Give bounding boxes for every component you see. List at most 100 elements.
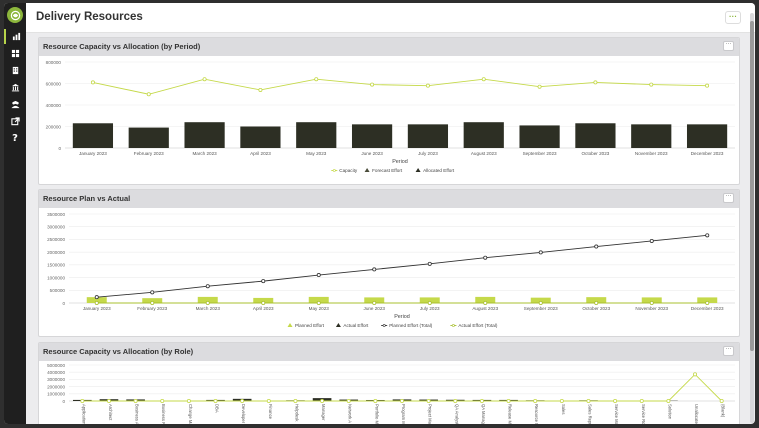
x-tick-label: (Blank): [721, 404, 726, 418]
legend-label: Planned Effort (Total): [389, 323, 433, 328]
bar: [463, 122, 504, 148]
legend-swatch: [335, 323, 341, 327]
data-point: [481, 77, 486, 82]
x-tick-label: Portfolio M: [374, 404, 379, 424]
chart-plan-vs-actual: 0 500000 1000000 1500000 2000000 2500000 30000…: [47, 212, 735, 328]
help-icon: ?: [12, 133, 18, 144]
y-tick-label: 4000000: [47, 370, 65, 375]
data-point: [483, 255, 488, 260]
x-tick-label: Helpdesk: [294, 404, 299, 422]
x-tick-label: Network A: [348, 404, 353, 423]
x-tick-label: Solution: [667, 404, 672, 420]
bar: [419, 297, 440, 303]
x-tick-label: Sales Repr: [587, 404, 592, 424]
data-point: [266, 399, 271, 404]
x-tick-label: July 2023: [420, 306, 440, 311]
bar: [240, 126, 281, 148]
data-point: [202, 77, 207, 82]
panel-more-button[interactable]: ···: [723, 346, 734, 356]
bar: [142, 298, 163, 303]
legend-swatch-point: [382, 324, 386, 327]
y-tick-label: 3000000: [47, 377, 65, 382]
data-point: [453, 399, 458, 404]
x-tick-label: Release M: [508, 404, 513, 424]
bar: [530, 297, 551, 303]
scrollbar-thumb[interactable]: [750, 21, 754, 351]
header-more-button[interactable]: ···: [725, 11, 741, 24]
bar: [475, 296, 496, 303]
sidebar-item-help[interactable]: ?: [4, 131, 26, 146]
sidebar-item-external[interactable]: [4, 114, 26, 129]
data-point: [106, 399, 111, 404]
chart-capacity-by-role: 0 1000000 2000000 3000000 4000000 5000000 Appl…: [47, 363, 735, 424]
bar: [407, 124, 449, 148]
page-title: Delivery Resources: [36, 11, 143, 23]
x-tick-label: Unallocated: [694, 404, 699, 424]
data-point: [533, 399, 538, 404]
data-point: [346, 399, 351, 404]
y-tick-label: 500000: [50, 288, 66, 293]
x-axis-title: Period: [394, 314, 410, 320]
x-tick-label: February 2023: [137, 306, 167, 311]
legend-label: Planned Effort: [295, 323, 325, 328]
x-tick-label: November 2023: [635, 151, 668, 156]
sidebar-item-boards[interactable]: [4, 46, 26, 61]
data-point: [593, 80, 598, 85]
bar: [351, 124, 393, 148]
sidebar: ?: [4, 3, 26, 424]
bar: [184, 122, 225, 148]
x-tick-label: Project Ma: [428, 404, 433, 424]
x-tick-label: March 2023: [196, 306, 221, 311]
external-link-icon: [10, 117, 20, 126]
legend-label: Allocated Effort: [423, 168, 455, 173]
y-tick-label: 2000000: [47, 384, 65, 389]
data-point: [370, 82, 375, 87]
x-tick-label: October 2023: [581, 151, 609, 156]
sidebar-item-finance[interactable]: [4, 80, 26, 95]
bar: [631, 124, 672, 148]
series-line: [92, 78, 708, 95]
data-point: [705, 233, 710, 238]
data-point: [80, 399, 85, 404]
data-point: [316, 301, 321, 306]
y-tick-label: 1000000: [47, 275, 65, 280]
app-logo[interactable]: [7, 7, 23, 23]
x-tick-label: June 2023: [364, 306, 386, 311]
data-point: [133, 399, 138, 404]
x-tick-label: Service Ma: [614, 404, 619, 424]
page-scrollbar[interactable]: [750, 13, 754, 423]
legend-label: Actual Effort: [343, 323, 369, 328]
legend-label: Capacity: [339, 168, 358, 173]
bar: [519, 125, 560, 148]
sidebar-item-resources[interactable]: [4, 97, 26, 112]
y-tick-label: 0: [58, 146, 61, 151]
data-point: [205, 284, 210, 289]
legend-swatch-point: [451, 324, 455, 327]
people-icon: [10, 100, 20, 109]
y-tick-label: 1500000: [47, 263, 65, 268]
panel-more-button[interactable]: ···: [723, 41, 734, 51]
x-tick-label: Change Ma: [188, 404, 193, 424]
y-tick-label: 5000000: [47, 363, 65, 368]
x-tick-label: Manager: [321, 404, 326, 421]
sidebar-item-organisation[interactable]: [4, 63, 26, 78]
x-tick-label: Service Ro: [641, 404, 646, 424]
panel-more-button[interactable]: ···: [723, 193, 734, 203]
legend-label: Forecast Effort: [372, 168, 403, 173]
x-tick-label: Sales: [561, 404, 566, 414]
x-tick-label: September 2023: [523, 151, 557, 156]
data-point: [719, 399, 724, 404]
sidebar-item-dashboard[interactable]: [4, 29, 26, 44]
bar: [641, 297, 662, 303]
x-tick-label: Developer: [241, 404, 246, 424]
data-point: [427, 301, 432, 306]
y-tick-label: 1000000: [47, 392, 65, 397]
x-tick-label: April 2023: [250, 151, 271, 156]
data-point: [649, 301, 654, 306]
data-point: [705, 83, 710, 88]
panel-header: Resource Capacity vs Allocation (by Peri…: [39, 38, 739, 56]
series-line: [82, 373, 722, 402]
series-line: [96, 234, 708, 298]
data-point: [316, 273, 321, 278]
y-tick-label: 0: [62, 399, 65, 404]
